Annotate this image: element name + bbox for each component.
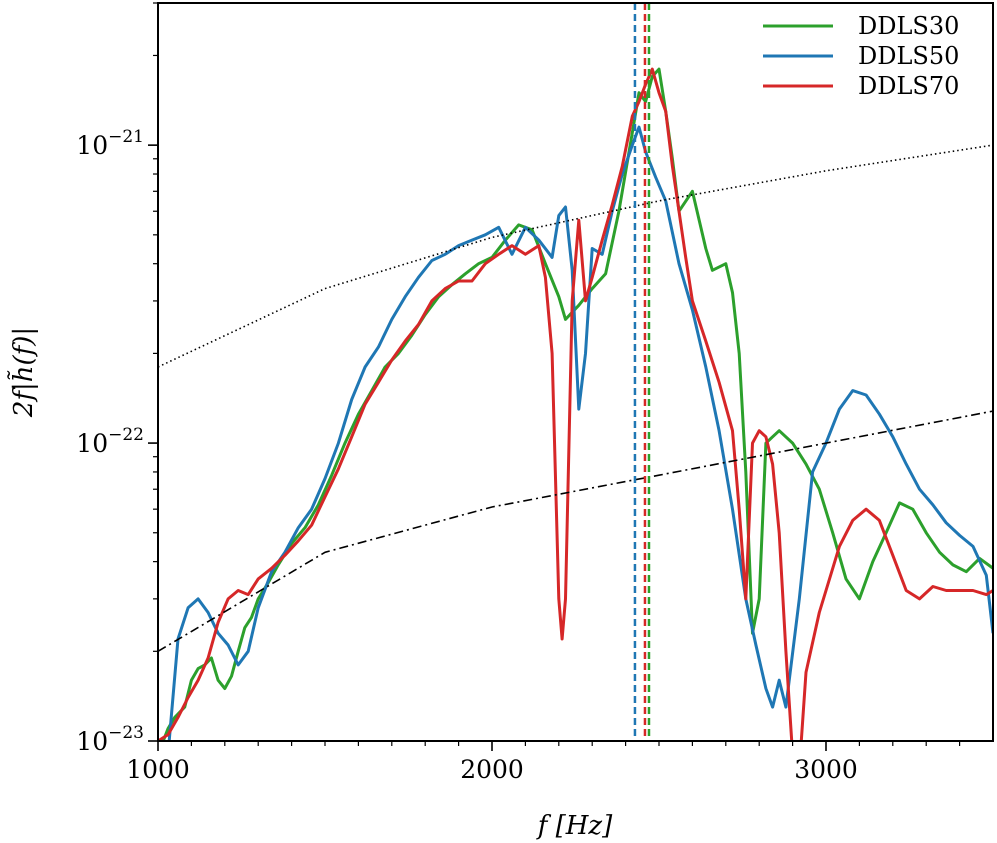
x-axis-label: f [Hz]: [536, 811, 613, 841]
legend-label-ddls30: DDLS30: [858, 12, 959, 40]
series-line-ddls70: [158, 67, 993, 741]
legend-label-ddls70: DDLS70: [858, 72, 959, 100]
y-tick-label: 10−21: [76, 127, 144, 160]
reference-curve-dotted: [158, 144, 993, 368]
series-line-ddls30: [161, 67, 993, 741]
series-line-ddls50: [167, 125, 993, 741]
axes-frame: [157, 2, 994, 742]
y-axis: 10−23 10−22 10−21: [76, 2, 158, 756]
x-axis: 1000 2000 3000: [126, 741, 961, 784]
x-tick-label: 2000: [460, 755, 524, 784]
y-tick-label: 10−22: [76, 425, 144, 458]
y-axis-label: 2f|h̃(f)|: [7, 327, 39, 418]
x-tick-label: 3000: [794, 755, 858, 784]
reference-curve-dashdot: [158, 410, 993, 652]
legend-label-ddls50: DDLS50: [858, 42, 959, 70]
y-tick-label: 10−23: [76, 723, 144, 756]
x-tick-label: 1000: [126, 755, 190, 784]
plot-area: [158, 3, 993, 741]
